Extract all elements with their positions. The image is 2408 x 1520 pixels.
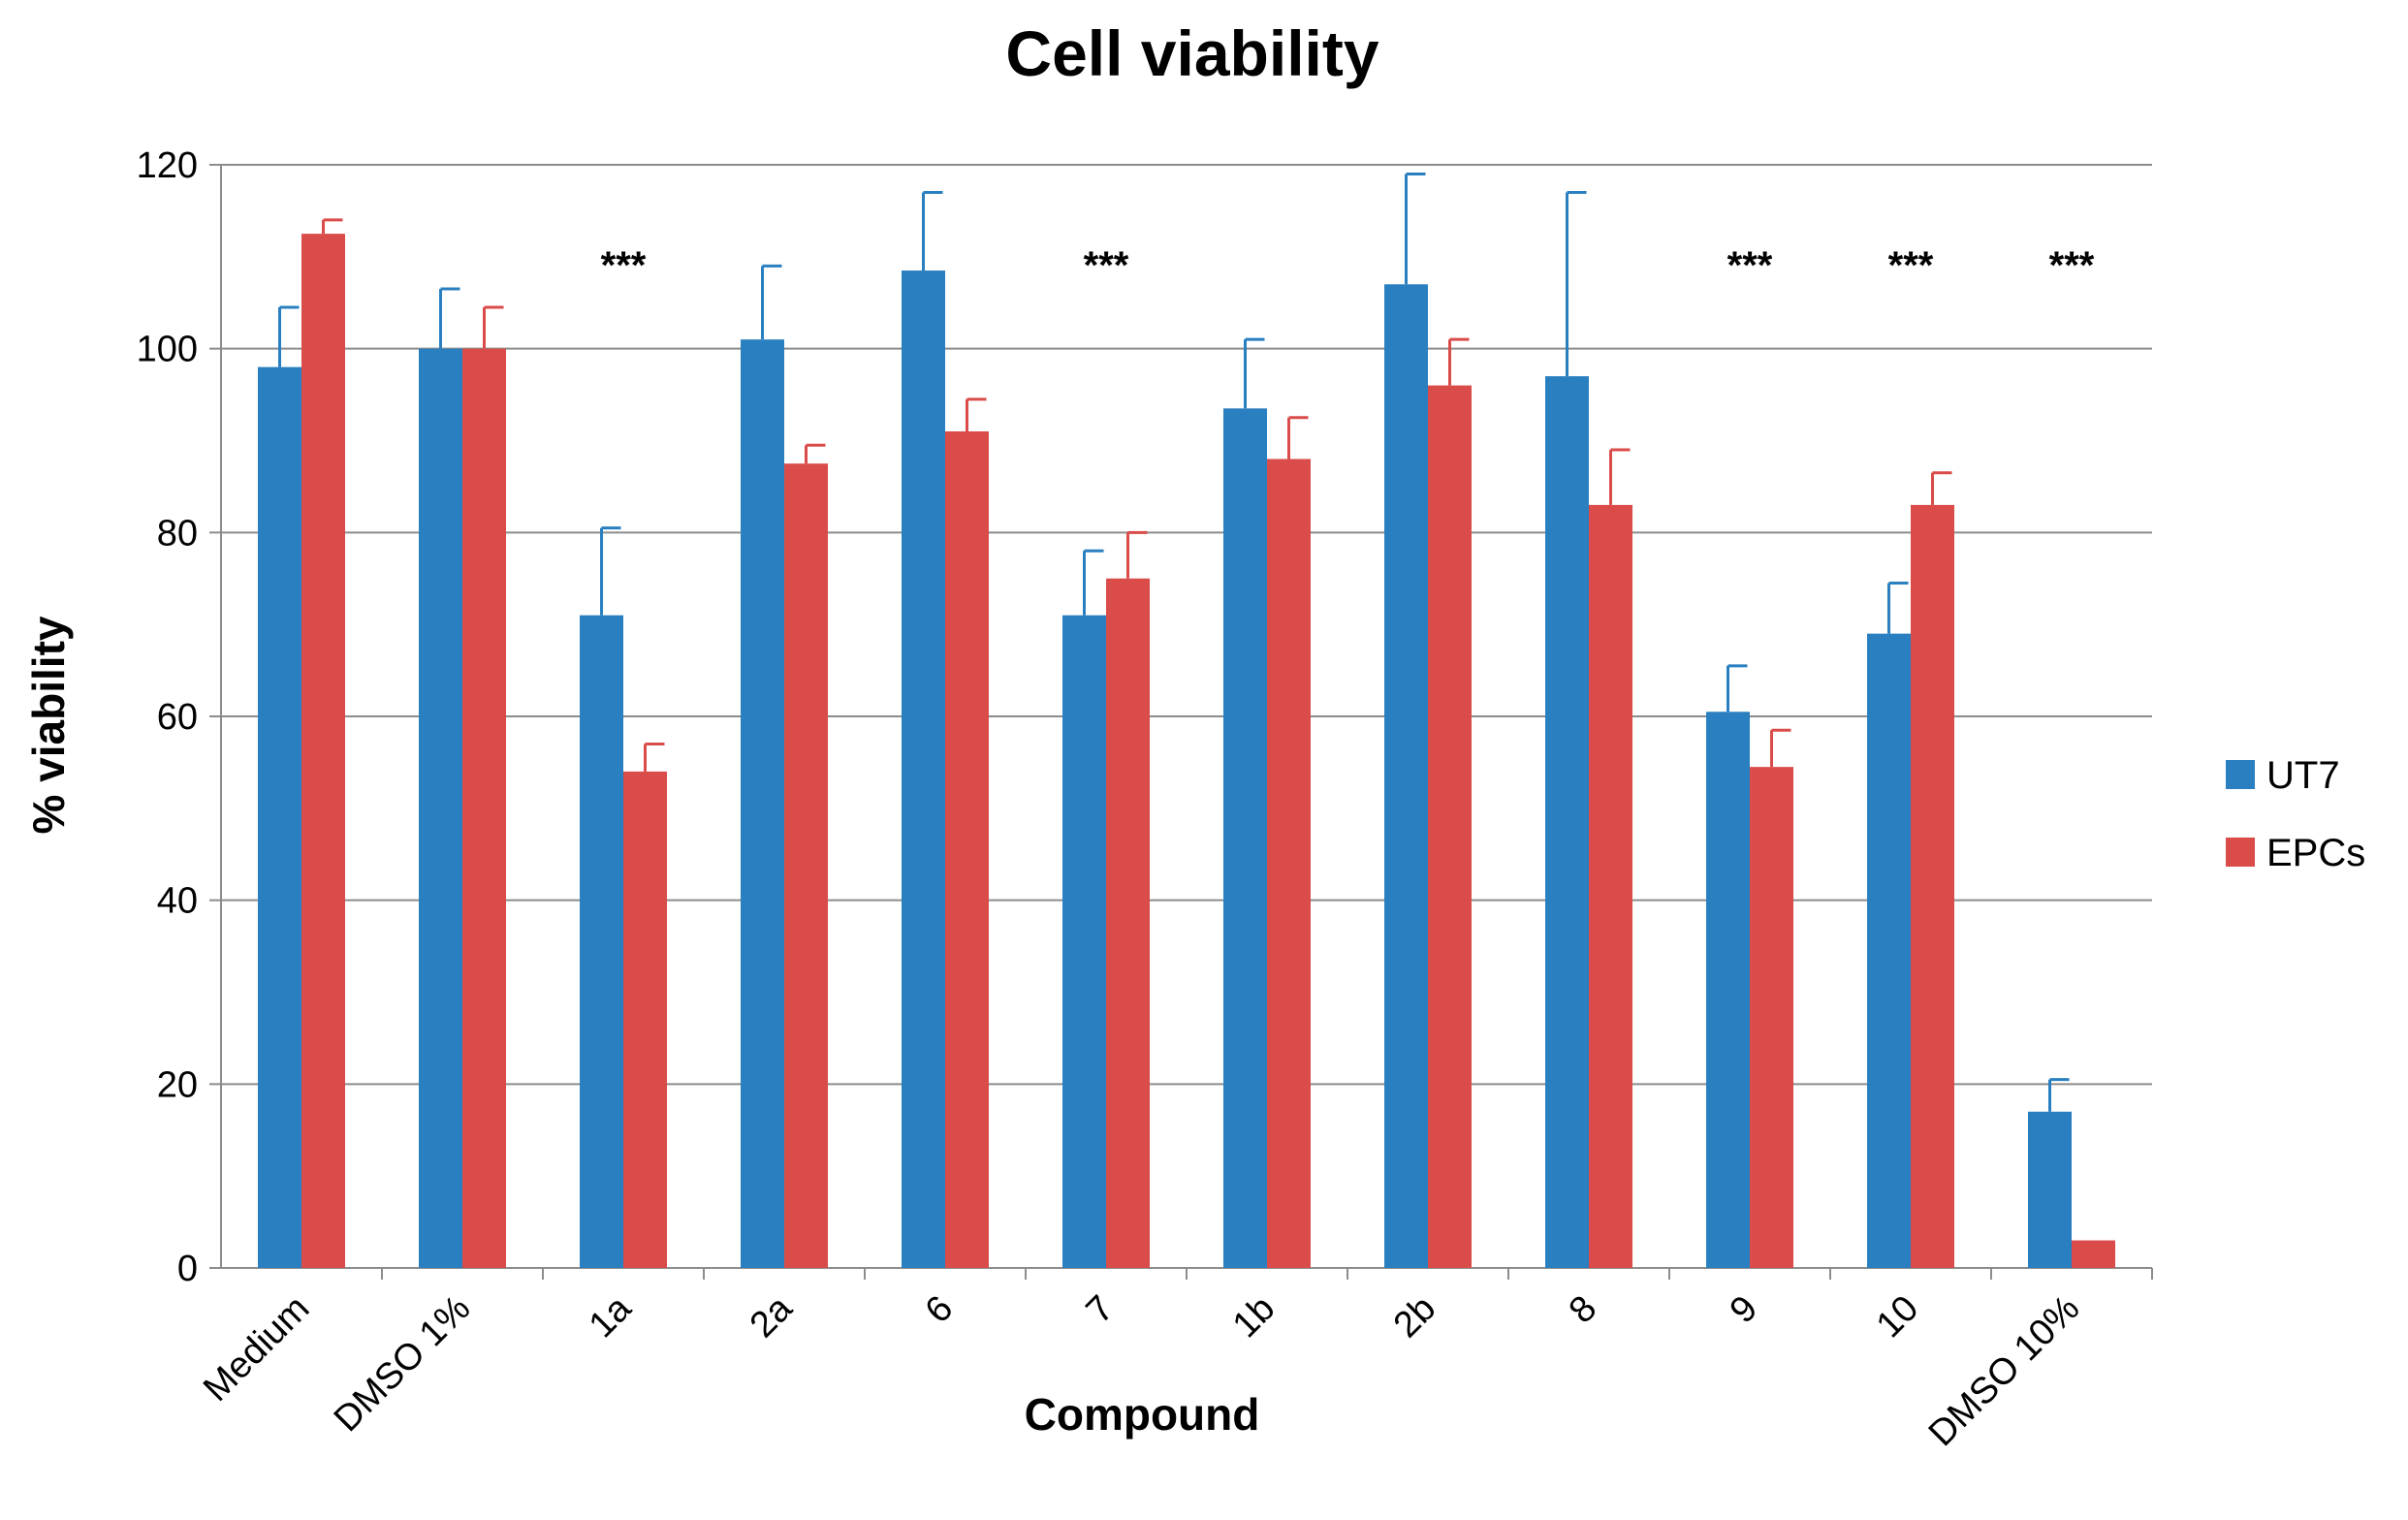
x-axis-title: Compound xyxy=(1025,1389,1260,1440)
x-tick-label: Medium xyxy=(196,1288,317,1409)
bar-epcs-2b xyxy=(1428,385,1472,1269)
x-tick-label: 10 xyxy=(1869,1288,1927,1346)
bars xyxy=(258,234,2115,1269)
bar-ut7-7 xyxy=(1062,615,1106,1268)
bar-epcs-medium xyxy=(301,234,345,1268)
bar-ut7-1b xyxy=(1223,408,1267,1268)
bar-epcs-9 xyxy=(1750,767,1793,1268)
error-bars xyxy=(278,172,2070,1112)
bar-epcs-1b xyxy=(1267,459,1311,1268)
y-tick-label: 40 xyxy=(157,881,198,922)
bar-ut7-8 xyxy=(1545,376,1589,1268)
significance-marker: *** xyxy=(1888,244,1934,287)
significance-markers: *** *** *** *** *** xyxy=(601,244,2095,287)
significance-marker: *** xyxy=(1727,244,1773,287)
x-tick-label: DMSO 1% xyxy=(327,1288,479,1441)
y-tick-label: 120 xyxy=(137,145,198,186)
gridlines xyxy=(221,164,2152,1086)
bar-ut7-dmso-10- xyxy=(2028,1111,2072,1268)
x-tick-label: DMSO 10% xyxy=(1921,1288,2088,1455)
y-tick-label: 20 xyxy=(157,1064,198,1105)
legend-label-ut7: UT7 xyxy=(2266,754,2340,797)
y-axis-title: % viability xyxy=(23,616,74,834)
bar-ut7-9 xyxy=(1706,712,1750,1268)
y-tick-label: 60 xyxy=(157,697,198,738)
bar-ut7-medium xyxy=(258,366,301,1269)
legend-swatch-epcs xyxy=(2226,838,2255,867)
bar-epcs-dmso-1- xyxy=(462,348,506,1269)
x-tick-label: 7 xyxy=(1079,1288,1123,1332)
bar-epcs-2a xyxy=(784,463,828,1268)
bar-epcs-6 xyxy=(945,431,989,1268)
y-tick-label: 80 xyxy=(157,513,198,554)
significance-marker: *** xyxy=(601,244,647,287)
x-tick-label: 2a xyxy=(743,1287,801,1346)
axes xyxy=(209,164,2153,1280)
x-tick-label: 9 xyxy=(1723,1288,1766,1332)
significance-marker: *** xyxy=(1084,244,1129,287)
x-tick-label: 8 xyxy=(1562,1288,1605,1332)
legend-label-epcs: EPCs xyxy=(2266,832,2365,874)
bar-epcs-7 xyxy=(1106,578,1150,1268)
bar-epcs-1a xyxy=(623,771,667,1268)
bar-epcs-8 xyxy=(1589,504,1632,1268)
chart-title: Cell viability xyxy=(1005,17,1378,89)
bar-ut7-2a xyxy=(741,339,784,1268)
bar-ut7-2b xyxy=(1384,284,1428,1268)
bar-epcs-10 xyxy=(1911,504,1954,1268)
legend: UT7 EPCs xyxy=(2226,754,2365,874)
x-tick-label: 1a xyxy=(582,1287,640,1346)
x-tick-label: 6 xyxy=(918,1288,962,1332)
bar-ut7-10 xyxy=(1867,633,1911,1268)
bar-epcs-dmso-10- xyxy=(2072,1240,2115,1268)
y-tick-label: 100 xyxy=(137,330,198,370)
bar-ut7-1a xyxy=(580,615,623,1268)
significance-marker: *** xyxy=(2049,244,2095,287)
bar-ut7-dmso-1- xyxy=(419,348,462,1269)
legend-swatch-ut7 xyxy=(2226,760,2255,789)
bar-ut7-6 xyxy=(902,270,945,1268)
y-tick-labels: 0 20 40 60 80 100 120 xyxy=(137,145,198,1289)
y-tick-label: 0 xyxy=(177,1249,198,1289)
x-tick-label: 2b xyxy=(1386,1288,1444,1346)
x-tick-label: 1b xyxy=(1225,1288,1283,1346)
